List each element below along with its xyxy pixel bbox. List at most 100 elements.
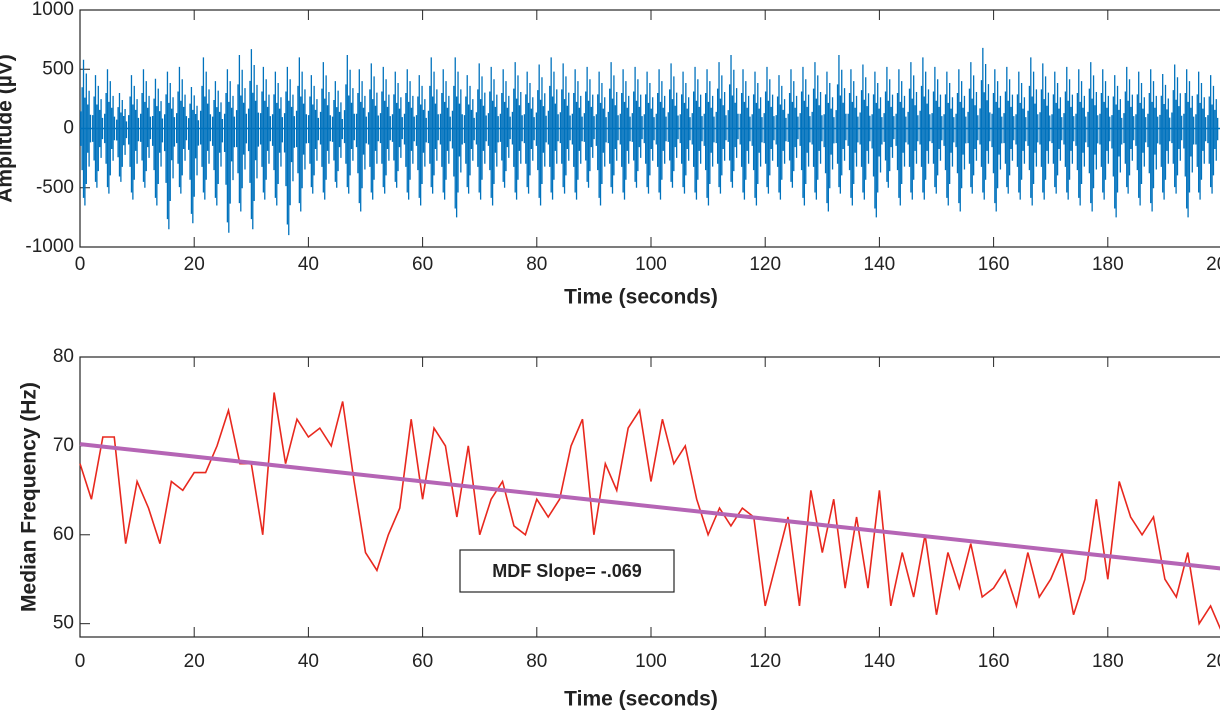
burst [571,69,583,200]
y-tick-label: 60 [53,524,74,545]
burst [307,75,319,194]
burst [367,63,379,200]
burst [691,66,703,200]
burst [679,71,691,194]
y-axis-label: Amplitude (µV) [0,54,17,203]
burst [871,71,883,218]
burst [859,64,871,200]
burst [931,66,943,194]
x-tick-label: 80 [526,254,547,275]
burst [643,71,655,194]
burst [283,66,296,236]
burst [104,69,116,194]
x-tick-label: 40 [298,651,319,672]
y-tick-label: 0 [63,118,74,139]
burst [223,69,236,233]
burst [835,55,847,194]
burst [823,71,835,212]
burst [1027,57,1039,206]
y-axis-label: Median Frequency (Hz) [18,382,41,612]
burst [403,69,415,200]
burst [1135,71,1147,206]
burst [439,69,451,200]
burst [319,62,331,200]
burst [523,71,535,194]
burst [919,57,931,200]
burst [427,57,439,194]
burst [547,57,559,200]
x-tick-label: 100 [635,254,667,275]
y-tick-label: -500 [36,177,74,198]
burst [1195,71,1207,200]
burst [607,62,619,194]
burst [955,69,967,212]
x-tick-label: 200 [1206,254,1220,275]
x-tick-label: 140 [864,651,896,672]
burst [259,66,272,200]
burst [379,66,391,194]
plot: 0 20 40 60 80 100 120 140 160 180 200 -1000 -500 0 500… [0,0,1220,309]
x-tick-label: 140 [864,254,896,275]
plot-area [79,356,1220,638]
x-tick-label: 40 [298,254,319,275]
burst [1075,69,1087,206]
x-tick-label: 60 [412,651,433,672]
burst [535,64,547,206]
burst [211,81,224,206]
burst [655,69,667,200]
burst [967,62,979,194]
burst [511,62,523,200]
burst [451,57,463,218]
burst [667,63,679,188]
burst [559,63,571,194]
y-tick-label: 1000 [32,0,74,20]
x-tick-label: 120 [749,254,781,275]
burst [775,75,787,200]
x-tick-label: 180 [1092,254,1124,275]
y-tick-label: 80 [53,346,74,367]
burst [391,71,403,188]
burst [787,69,799,188]
burst [583,66,595,188]
burst [631,66,643,188]
burst [979,47,991,200]
burst [295,57,307,212]
burst [619,69,631,200]
burst [739,69,751,200]
burst [355,69,367,212]
x-tick-label: 20 [184,254,205,275]
burst [1159,73,1171,200]
x-tick-label: 100 [635,651,667,672]
x-tick-label: 60 [412,254,433,275]
y-tick-label: 50 [53,613,74,634]
burst [116,92,128,182]
burst [235,55,248,212]
burst [271,71,284,206]
burst [1207,75,1219,194]
x-tick-label: 0 [75,254,86,275]
burst [751,71,763,206]
burst [991,69,1003,212]
burst [415,75,427,206]
x-axis-label: Time (seconds) [564,286,718,309]
burst [1147,69,1159,212]
burst [847,69,859,206]
burst [799,66,811,206]
burst [175,66,188,194]
x-tick-label: 0 [75,651,86,672]
plot: 0 20 40 60 80 100 120 140 160 180 200 50 60 70 80 Time … [18,346,1220,711]
burst [1123,66,1135,194]
x-tick-label: 120 [749,651,781,672]
burst [763,66,775,194]
burst [1003,66,1015,194]
y-tick-label: 500 [42,58,74,79]
burst [1087,62,1099,212]
x-tick-label: 20 [184,651,205,672]
burst [727,55,739,188]
burst [907,62,919,200]
annotation-box [459,549,675,593]
x-tick-label: 160 [978,651,1010,672]
burst [80,59,92,206]
burst [1111,75,1123,218]
x-tick-label: 160 [978,254,1010,275]
